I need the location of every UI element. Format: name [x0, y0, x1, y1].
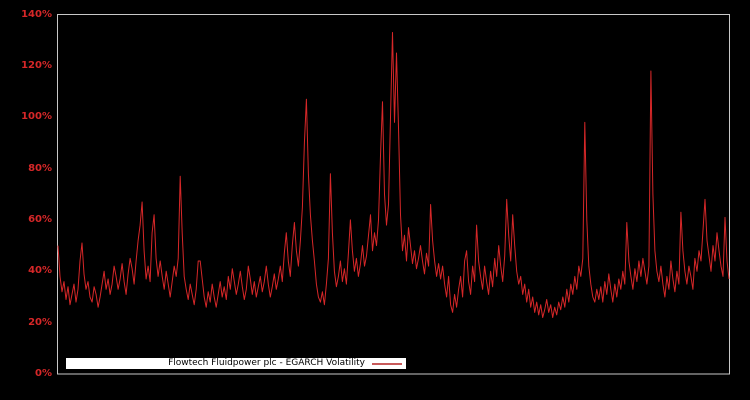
plot-border [57, 14, 730, 375]
y-tick-label: 140% [21, 8, 52, 20]
y-tick-label: 0% [35, 368, 52, 379]
legend-line-sample-icon [372, 362, 402, 365]
y-tick-label: 100% [21, 111, 52, 123]
legend-label: Flowtech Fluidpower plc - EGARCH Volatil… [168, 358, 365, 368]
y-tick-label: 20% [28, 316, 52, 328]
volatility-series-line [57, 32, 730, 318]
y-tick-label: 40% [28, 265, 52, 277]
y-tick-label: 80% [28, 162, 52, 174]
legend-box: Flowtech Fluidpower plc - EGARCH Volatil… [66, 358, 406, 369]
y-tick-label: 60% [28, 213, 52, 225]
y-tick-label: 120% [21, 59, 52, 71]
